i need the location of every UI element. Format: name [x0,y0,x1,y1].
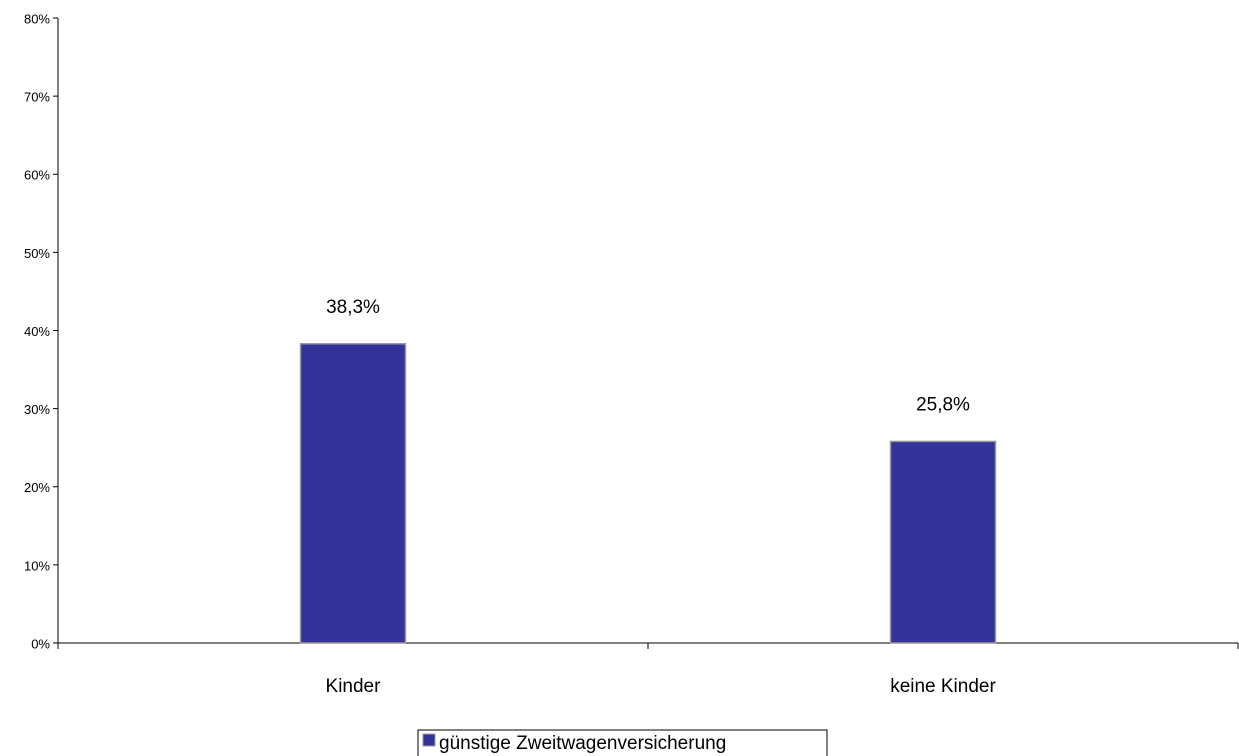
x-tick-label: keine Kinder [890,676,996,697]
x-tick-label: Kinder [326,676,382,697]
y-tick-label: 40% [24,324,50,339]
y-tick-label: 20% [24,480,50,495]
y-tick-label: 30% [24,402,50,417]
y-tick-label: 60% [24,168,50,183]
y-tick-label: 70% [24,90,50,105]
data-label: 38,3% [326,297,380,318]
legend-label: günstige Zweitwagenversicherung [439,733,726,754]
legend-swatch [422,733,436,747]
y-tick-label: 50% [24,246,50,261]
legend-box [417,729,828,756]
bar [889,440,997,644]
y-tick-label: 0% [31,636,50,651]
y-tick-label: 10% [24,558,50,573]
bar [299,343,407,644]
data-label: 25,8% [916,394,970,415]
y-tick-label: 80% [24,11,50,26]
